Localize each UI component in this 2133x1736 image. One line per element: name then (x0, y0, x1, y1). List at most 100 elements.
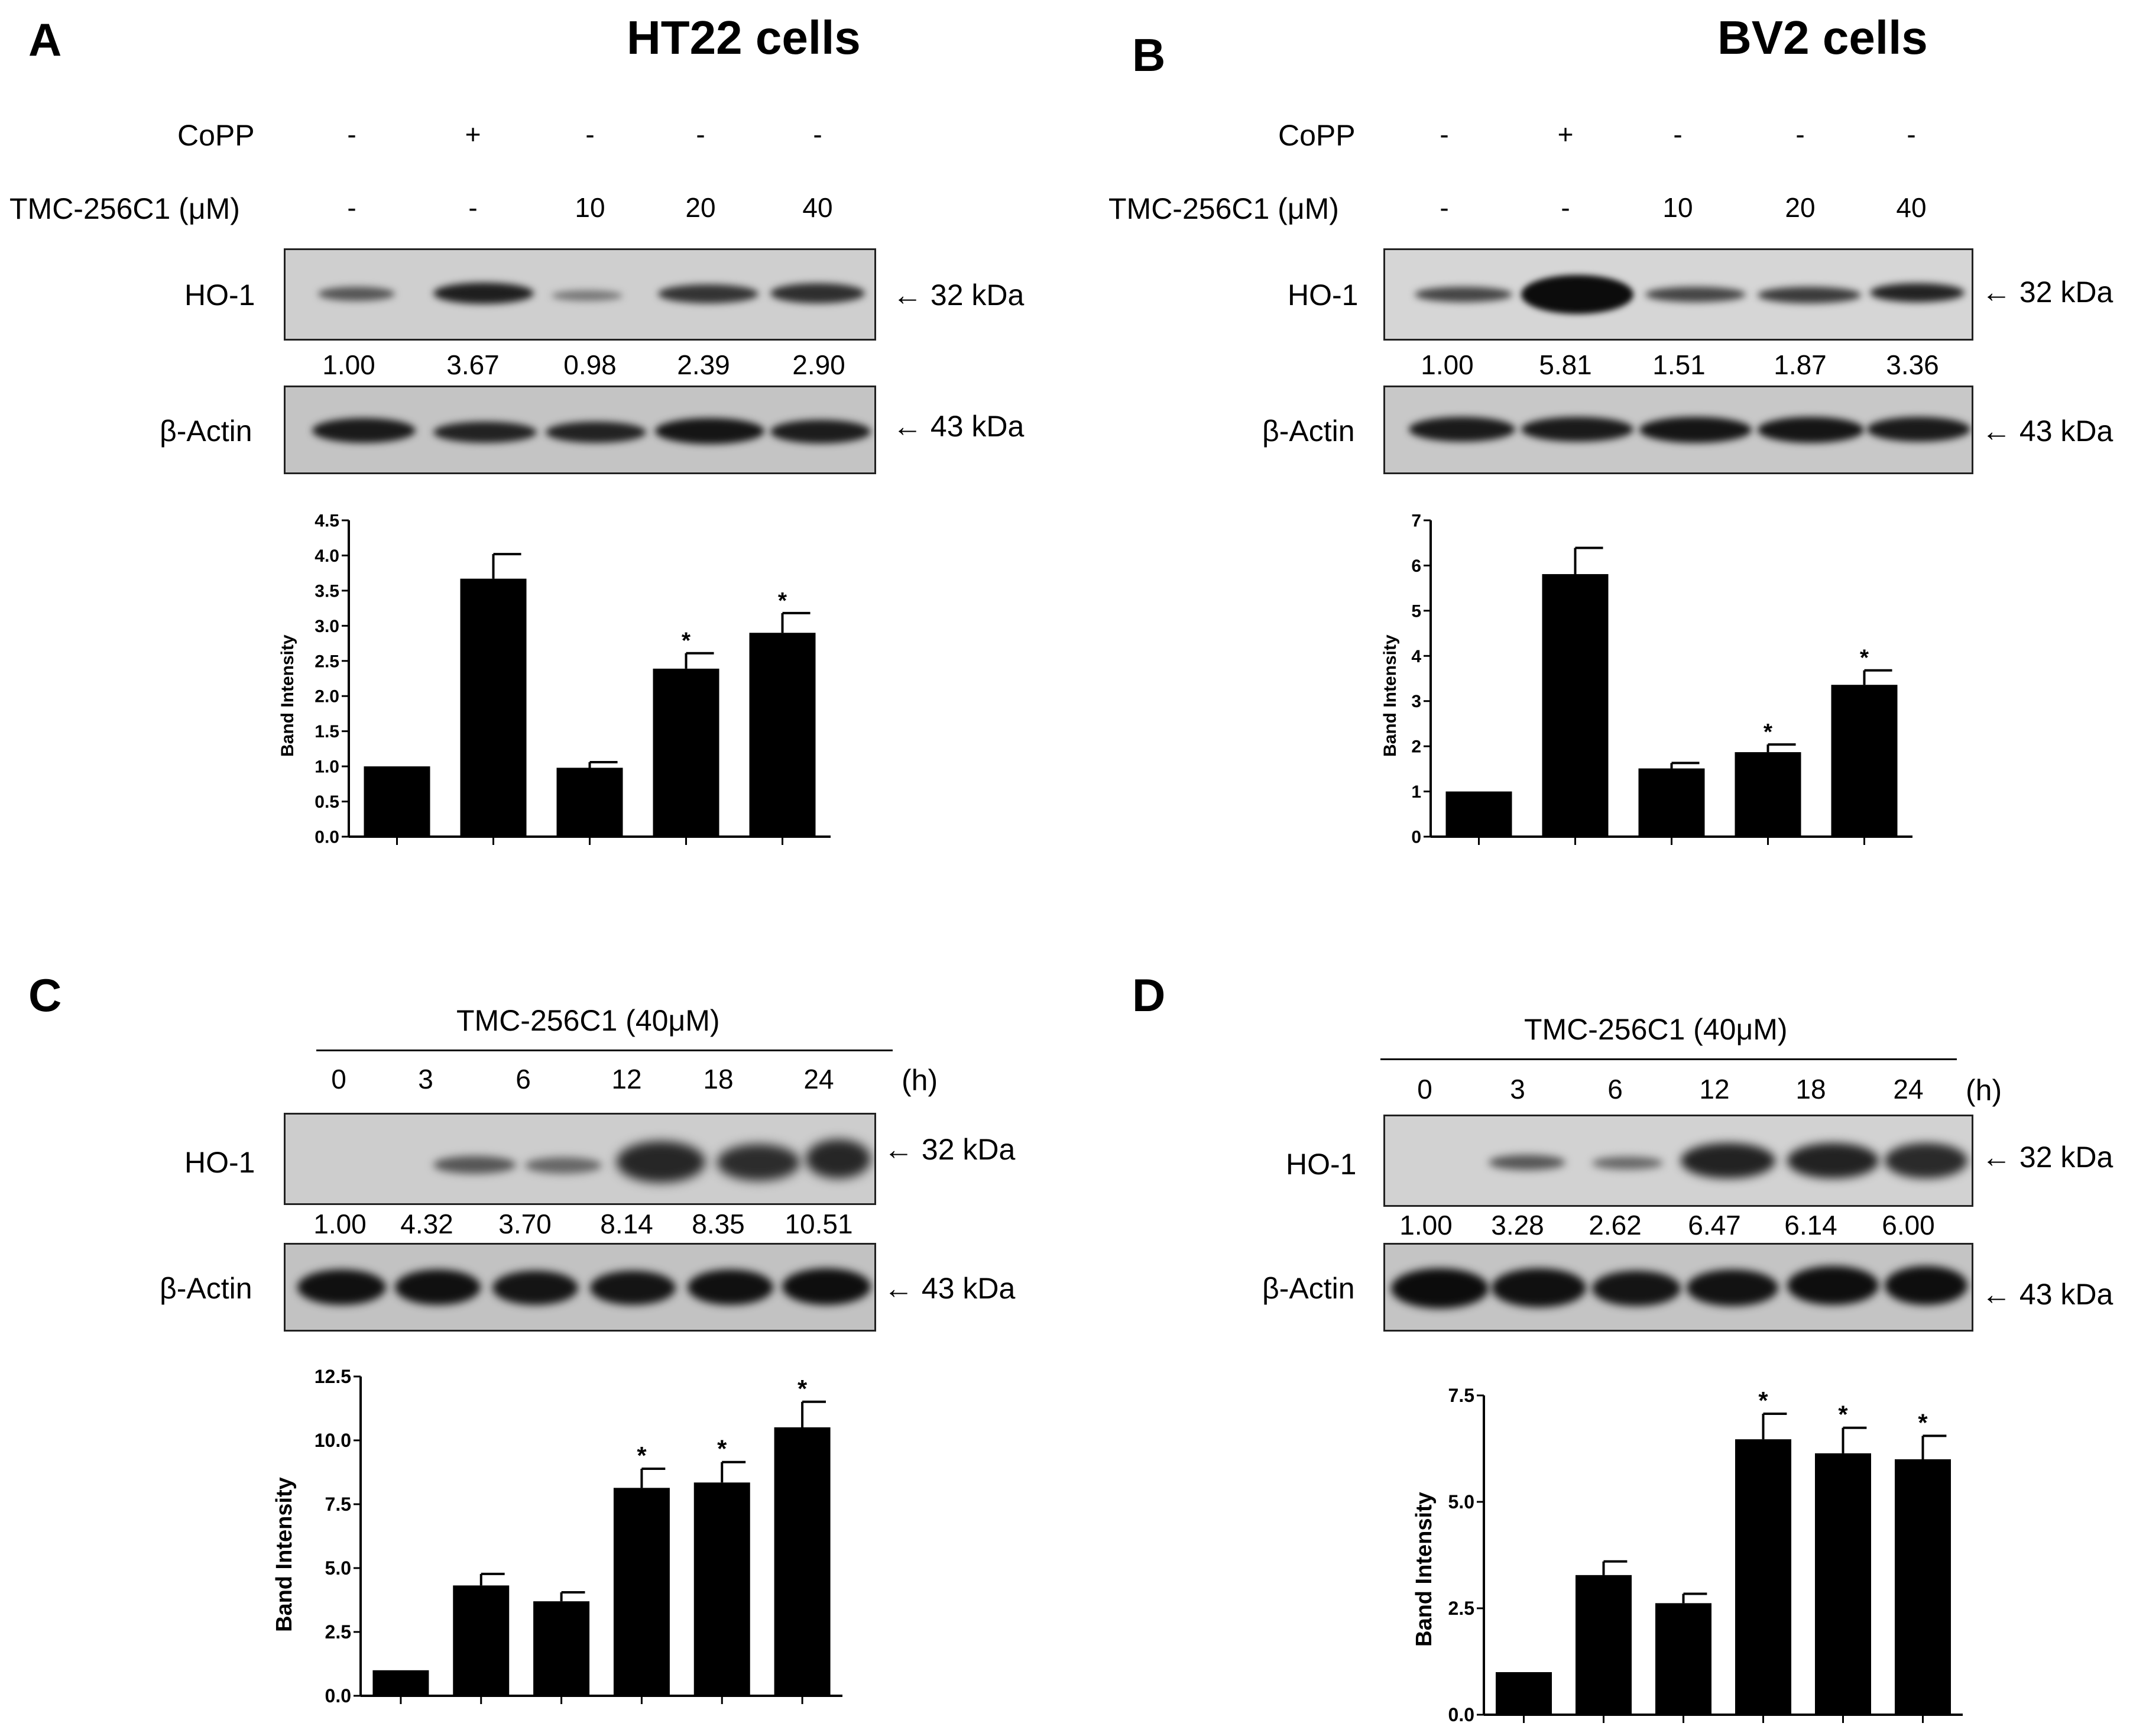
copp-label: CoPP (1278, 119, 1356, 152)
bar (774, 1427, 831, 1696)
y-tick-label: 3.0 (315, 617, 339, 636)
ratio-value: 2.39 (677, 349, 730, 380)
blot-band (1409, 417, 1515, 442)
y-tick-label: 7.5 (1448, 1385, 1474, 1406)
tmc-value: - (1440, 192, 1449, 223)
copp-label: CoPP (177, 119, 255, 152)
treatment-label: TMC-256C1 (40μM) (1524, 1013, 1788, 1046)
ratio-value: 0.98 (563, 349, 617, 380)
blot-band (688, 1269, 773, 1305)
ratio-value: 1.87 (1774, 349, 1827, 380)
kda-32-marker: ← 32 kDa (1982, 1141, 2113, 1174)
kda-43-marker: ← 43 kDa (884, 1272, 1016, 1305)
y-tick-label: 2 (1411, 737, 1421, 757)
copp-value: - (813, 119, 822, 150)
tmc-value: 20 (685, 192, 716, 223)
bar (1576, 1575, 1632, 1715)
panel-letter: D (1132, 969, 1166, 1021)
blot-band (782, 1268, 871, 1305)
tmc-value: - (1561, 192, 1570, 223)
tmc-value: 20 (1785, 192, 1816, 223)
ratio-value: 3.36 (1886, 349, 1939, 380)
panel-title: BV2 cells (1717, 11, 1928, 64)
time-value: 12 (1699, 1074, 1730, 1105)
y-tick-label: 5.0 (1448, 1491, 1474, 1512)
blot-band (770, 283, 865, 303)
copp-value: - (1440, 119, 1449, 150)
ratio-value: 6.47 (1688, 1210, 1741, 1241)
actin-blot (284, 1243, 876, 1332)
time-value: 12 (611, 1064, 642, 1094)
ho1-blot (1383, 248, 1973, 341)
blot-band (1521, 275, 1633, 314)
bar (1831, 685, 1898, 837)
kda-43-marker: ← 43 kDa (1982, 414, 2113, 448)
y-tick-label: 10.0 (315, 1430, 351, 1451)
ho1-label: HO-1 (184, 1146, 255, 1179)
blot-band (318, 287, 395, 301)
bar (613, 1488, 670, 1696)
blot-band (433, 1156, 516, 1174)
significance-marker: * (1918, 1408, 1928, 1436)
blot-band (395, 1269, 481, 1305)
y-tick-label: 1 (1411, 782, 1421, 802)
bar (1655, 1603, 1711, 1715)
ratio-value: 2.90 (792, 349, 845, 380)
ratio-value: 8.35 (692, 1209, 745, 1239)
significance-marker: * (682, 629, 691, 654)
panel-title: HT22 cells (627, 11, 861, 64)
actin-label: β-Actin (1262, 414, 1355, 448)
y-tick-label: 6 (1411, 556, 1421, 576)
actin-blot (284, 386, 876, 474)
time-value: 6 (1607, 1074, 1623, 1105)
bar (1735, 752, 1801, 837)
significance-marker: * (1764, 720, 1773, 745)
time-unit: (h) (902, 1064, 938, 1097)
blot-band (770, 420, 871, 443)
blot-band (1885, 1266, 1967, 1305)
kda-32-marker: ← 32 kDa (1982, 276, 2113, 309)
y-tick-label: 0 (1411, 828, 1421, 847)
ratio-value: 5.81 (1539, 349, 1592, 380)
bar (1638, 768, 1705, 837)
blot-band (1687, 1269, 1778, 1306)
significance-marker: * (1838, 1401, 1848, 1429)
blot-band (1681, 1143, 1775, 1178)
ratio-value: 2.62 (1589, 1210, 1642, 1241)
ratio-value: 3.70 (498, 1209, 552, 1239)
blot-band (312, 418, 416, 443)
blot-band (546, 422, 646, 443)
actin-label: β-Actin (160, 414, 252, 448)
y-tick-label: 5 (1411, 601, 1421, 621)
y-tick-label: 12.5 (315, 1366, 351, 1387)
blot-band (433, 422, 537, 443)
blot-band (552, 290, 623, 301)
y-tick-label: 2.5 (315, 652, 339, 671)
treatment-label: TMC-256C1 (40μM) (456, 1004, 720, 1037)
kda-32-marker: ← 32 kDa (893, 278, 1025, 312)
blot-band (1521, 417, 1633, 442)
ratio-value: 3.28 (1491, 1210, 1544, 1241)
bar (1445, 791, 1512, 837)
ratio-value: 8.14 (600, 1209, 653, 1239)
blot-band (617, 1141, 705, 1183)
tmc-value: 10 (575, 192, 605, 223)
blot-band (1758, 287, 1861, 303)
panel-letter: A (28, 14, 62, 66)
blot-band (433, 283, 534, 304)
y-tick-label: 7.5 (325, 1494, 351, 1515)
blot-band (1415, 287, 1512, 302)
actin-blot (1383, 1243, 1973, 1332)
ratio-value: 3.67 (446, 349, 500, 380)
time-unit: (h) (1966, 1074, 2002, 1107)
ratio-value: 10.51 (785, 1209, 853, 1239)
treatment-bracket-line (316, 1050, 893, 1051)
panel-letter: B (1132, 29, 1166, 81)
time-value: 6 (516, 1064, 531, 1094)
significance-marker: * (1860, 646, 1869, 671)
blot-band (1645, 287, 1746, 302)
ratio-value: 1.00 (313, 1209, 367, 1239)
y-tick-label: 1.0 (315, 757, 339, 777)
ho1-blot (1383, 1115, 1973, 1207)
